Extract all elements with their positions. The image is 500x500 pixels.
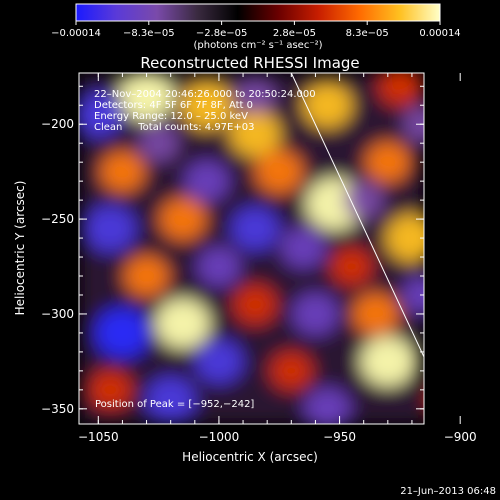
heatmap-positive-blob: [229, 110, 281, 157]
plot-frame: [78, 72, 425, 425]
heatmap-positive-blob: [155, 298, 210, 349]
heatmap-negative-blob: [194, 339, 243, 384]
heatmap-negative-blob: [95, 308, 150, 358]
heatmap-positive-blob: [330, 247, 373, 286]
heatmap-positive-blob: [360, 336, 415, 386]
x-axis-ticks: −1050 −1000 −950 −900: [78, 73, 477, 444]
plot-area: −1050 −1000 −950 −900 −200 −250 −300 −350 22–N…: [41, 72, 477, 444]
heatmap-negative-blob: [138, 124, 179, 162]
colorbar: −0.00014 −8.3e−05 −2.8e−05 2.8e−05 8.3e−05 0.…: [51, 3, 461, 51]
x-tick-label: −1000: [199, 430, 240, 444]
x-tick-label: −950: [323, 430, 356, 444]
heatmap-negative-blob: [304, 387, 351, 424]
heatmap-positive-blob: [119, 73, 174, 121]
annotation-block: 22–Nov–2004 20:46:26.000 to 20:50:24.000…: [94, 89, 316, 133]
heatmap-positive-blob: [99, 151, 145, 193]
colorbar-tick-label: −8.3e−05: [123, 28, 175, 39]
heatmap-positive-blob: [385, 214, 424, 262]
heatmap-negative-blob: [343, 181, 384, 219]
heatmap-positive-blob: [302, 82, 353, 128]
colorbar-unit-label: (photons cm⁻² s⁻¹ asec⁻²): [193, 40, 322, 51]
annotation-detectors: Detectors: 4F 5F 6F 7F 8F, Att 0: [94, 100, 253, 111]
solar-limb-line: [290, 73, 424, 359]
colorbar-tick-label: 8.3e−05: [346, 28, 389, 39]
colorbar-ticks: −0.00014 −8.3e−05 −2.8e−05 2.8e−05 8.3e−05 0.…: [51, 21, 461, 39]
heatmap-positive-blob: [124, 255, 169, 297]
heatmap-negative-blob: [184, 160, 230, 202]
y-axis-label: Heliocentric Y (arcsec): [13, 181, 27, 316]
heatmap-positive-blob: [270, 351, 313, 390]
chart-title: Reconstructed RHESSI Image: [140, 54, 359, 72]
heatmap-negative-blob: [402, 275, 424, 315]
y-tick-label: −200: [41, 117, 74, 131]
heatmap-negative-blob: [292, 292, 339, 336]
annotation-energy: Energy Range: 12.0 – 25.0 keV: [94, 111, 248, 122]
colorbar-tick-label: −2.8e−05: [196, 28, 248, 39]
heatmap-negative-blob: [145, 376, 196, 422]
y-axis-ticks: −200 −250 −300 −350: [41, 85, 424, 416]
heatmap-negative-blob: [235, 78, 275, 114]
heatmap-positive-blob: [159, 197, 206, 241]
heatmap-blobs: [79, 73, 469, 424]
x-axis-label: Heliocentric X (arcsec): [182, 450, 318, 464]
footer-timestamp: 21–Jun–2013 06:48: [400, 486, 496, 497]
y-tick-label: −350: [41, 402, 74, 416]
heatmap-negative-blob: [84, 205, 136, 252]
heatmap-negative-blob: [403, 105, 424, 144]
x-tick-label: −900: [444, 430, 477, 444]
colorbar-tick-label: 2.8e−05: [273, 28, 316, 39]
y-tick-label: −250: [41, 212, 74, 226]
heatmap-positive-blob: [427, 380, 469, 418]
colorbar-bar: [75, 3, 441, 22]
annotation-counts: Clean Total counts: 4.97E+03: [94, 122, 254, 133]
heatmap-negative-blob: [79, 92, 123, 137]
colorbar-tick-label: −0.00014: [51, 28, 101, 39]
heatmap-positive-blob: [255, 149, 304, 194]
y-tick-label: −300: [41, 307, 74, 321]
heatmap-positive-blob: [352, 292, 399, 336]
colorbar-tick-label: 0.00014: [419, 28, 460, 39]
heatmap-negative-blob: [231, 206, 280, 251]
heatmap-positive-blob: [365, 141, 411, 183]
heatmap-positive-blob: [378, 73, 422, 106]
x-tick-label: −1050: [78, 430, 119, 444]
annotation-time: 22–Nov–2004 20:46:26.000 to 20:50:24.000: [94, 89, 316, 100]
heatmap-negative-blob: [197, 246, 241, 287]
peak-position-label: Position of Peak = [−952,−242]: [95, 399, 254, 410]
heatmap-positive-blob: [233, 284, 277, 325]
heatmap-negative-blob: [280, 227, 326, 268]
heatmap-positive-blob: [180, 81, 234, 130]
heatmap-positive-blob: [88, 370, 133, 410]
